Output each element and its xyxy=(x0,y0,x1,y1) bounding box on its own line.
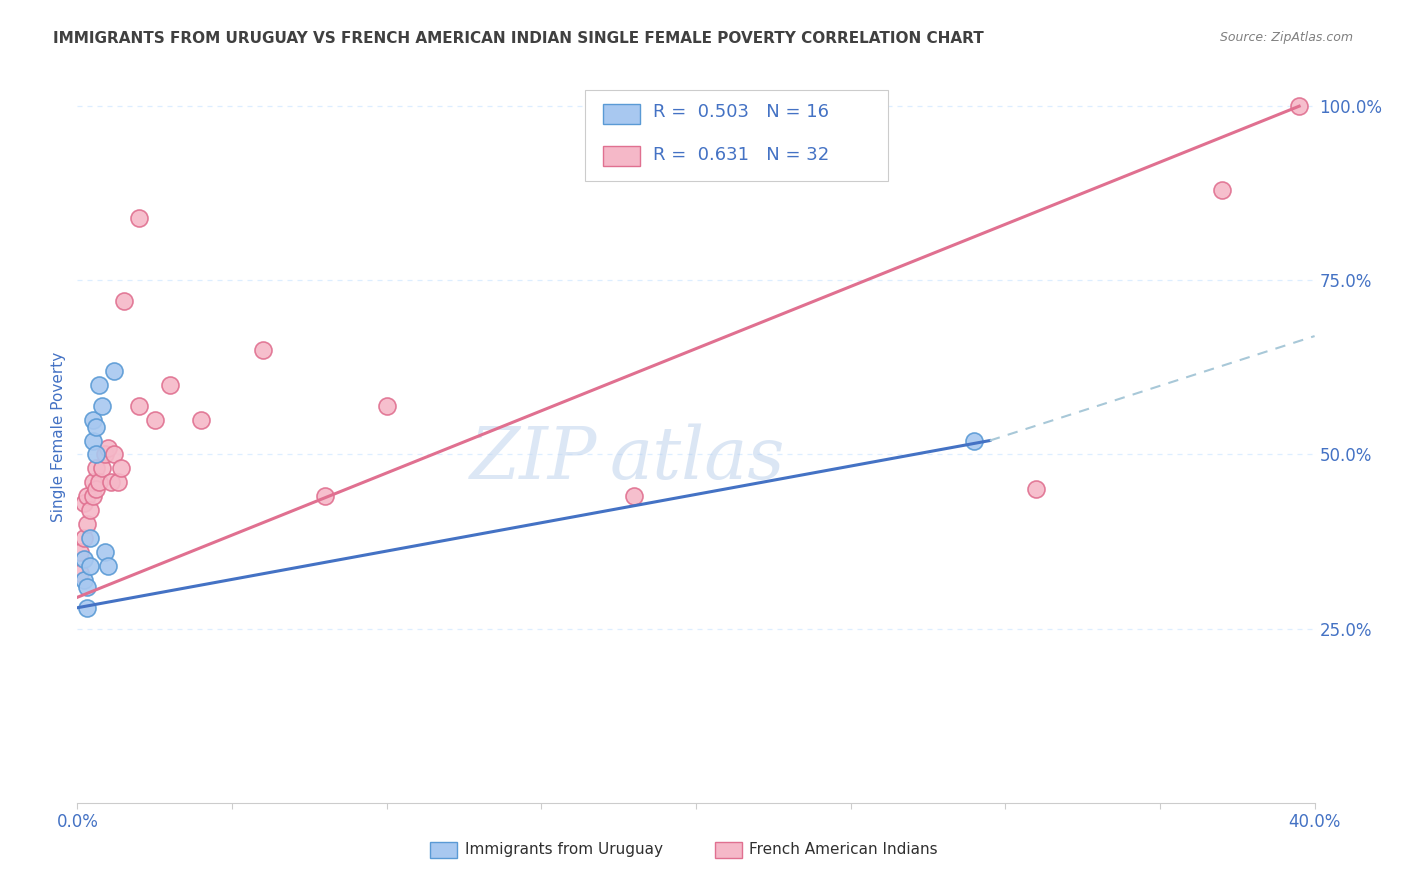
Bar xyxy=(714,841,742,858)
Point xyxy=(94,448,117,462)
Point xyxy=(94,545,117,559)
Point xyxy=(76,517,98,532)
Point xyxy=(76,600,98,615)
Point xyxy=(97,558,120,573)
Point xyxy=(91,461,114,475)
Point xyxy=(87,475,110,490)
Point xyxy=(107,475,129,490)
Point xyxy=(72,496,94,510)
Text: R =  0.503   N = 16: R = 0.503 N = 16 xyxy=(652,103,828,121)
Point xyxy=(79,503,101,517)
Point xyxy=(110,461,132,475)
Point xyxy=(314,489,336,503)
Point xyxy=(1288,99,1310,113)
Point xyxy=(69,545,91,559)
Point xyxy=(79,558,101,573)
Point xyxy=(128,399,150,413)
Text: IMMIGRANTS FROM URUGUAY VS FRENCH AMERICAN INDIAN SINGLE FEMALE POVERTY CORRELAT: IMMIGRANTS FROM URUGUAY VS FRENCH AMERIC… xyxy=(53,31,984,46)
Point xyxy=(252,343,274,357)
Point xyxy=(963,434,986,448)
Text: atlas: atlas xyxy=(609,424,785,494)
Point xyxy=(84,419,107,434)
Point xyxy=(1211,183,1233,197)
FancyBboxPatch shape xyxy=(585,90,887,181)
Text: Immigrants from Uruguay: Immigrants from Uruguay xyxy=(464,842,662,857)
Point xyxy=(190,412,212,426)
Bar xyxy=(603,146,640,167)
Point xyxy=(623,489,645,503)
Point xyxy=(82,475,104,490)
Point xyxy=(84,461,107,475)
Text: ZIP: ZIP xyxy=(470,424,598,494)
Text: French American Indians: French American Indians xyxy=(749,842,938,857)
Point xyxy=(84,483,107,497)
Point xyxy=(87,377,110,392)
Bar xyxy=(603,103,640,124)
Bar xyxy=(430,841,457,858)
Point xyxy=(84,448,107,462)
Point xyxy=(1025,483,1047,497)
Point xyxy=(103,364,125,378)
Point xyxy=(76,489,98,503)
Point xyxy=(72,573,94,587)
Text: Source: ZipAtlas.com: Source: ZipAtlas.com xyxy=(1219,31,1353,45)
Point xyxy=(82,412,104,426)
Text: R =  0.631   N = 32: R = 0.631 N = 32 xyxy=(652,146,830,164)
Point xyxy=(112,294,135,309)
Point xyxy=(375,399,398,413)
Point xyxy=(128,211,150,225)
Point xyxy=(159,377,181,392)
Point xyxy=(79,531,101,545)
Point xyxy=(82,434,104,448)
Point xyxy=(97,441,120,455)
Point xyxy=(82,489,104,503)
Point xyxy=(143,412,166,426)
Y-axis label: Single Female Poverty: Single Female Poverty xyxy=(51,352,66,522)
Point xyxy=(72,531,94,545)
Point xyxy=(91,399,114,413)
Point xyxy=(69,566,91,580)
Point xyxy=(72,552,94,566)
Point xyxy=(103,448,125,462)
Point xyxy=(76,580,98,594)
Point xyxy=(100,475,122,490)
